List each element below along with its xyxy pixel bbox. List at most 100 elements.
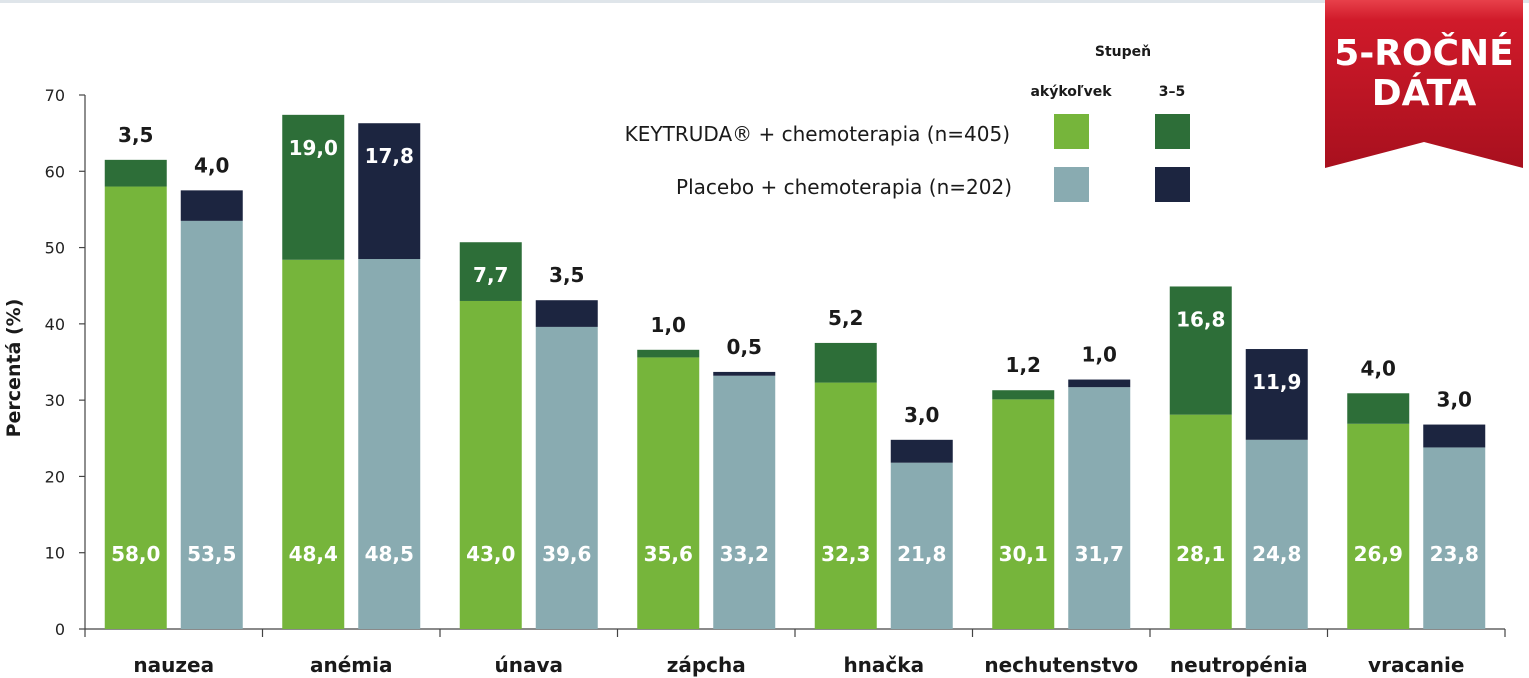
category-label: anémia <box>310 653 393 677</box>
bar-grade-3-5 <box>1245 349 1308 440</box>
axes: 0 10 20 30 40 50 60 70 nauzea anémia únava zápcha hn… <box>45 86 1506 677</box>
badge-line-1: 5-ROČNÉ <box>1334 33 1514 74</box>
category-label: únava <box>494 653 563 677</box>
legend-label-placebo: Placebo + chemoterapia (n=202) <box>676 175 1012 199</box>
any-grade-value-label: 39,6 <box>542 542 591 566</box>
bar-any-grade <box>535 326 598 629</box>
legend-header: Stupeň <box>1095 44 1151 60</box>
grade-3-5-value-label: 11,9 <box>1252 370 1301 394</box>
grade-3-5-value-label: 1,0 <box>651 313 686 337</box>
bar-any-grade <box>637 357 700 629</box>
category-label: hnačka <box>843 653 924 677</box>
bar-grade-3-5 <box>992 390 1055 400</box>
any-grade-value-label: 21,8 <box>897 542 946 566</box>
y-tick-label: 20 <box>45 467 65 486</box>
bar-any-grade <box>1169 414 1232 629</box>
legend-swatch-keytruda-severe <box>1155 114 1190 149</box>
bar-any-grade <box>1068 387 1131 629</box>
any-grade-value-label: 48,5 <box>365 542 414 566</box>
y-tick-label: 40 <box>45 315 65 334</box>
bar-grade-3-5 <box>713 371 776 376</box>
grade-3-5-value-label: 4,0 <box>1361 356 1396 380</box>
bar-any-grade <box>282 259 345 629</box>
grade-3-5-value-label: 4,0 <box>194 153 229 177</box>
any-grade-value-label: 31,7 <box>1075 542 1124 566</box>
bar-any-grade <box>180 220 243 629</box>
bar-grade-3-5 <box>1068 379 1131 388</box>
y-tick-label: 60 <box>45 162 65 181</box>
y-tick-label: 70 <box>45 86 65 105</box>
grade-3-5-value-label: 7,7 <box>473 263 508 287</box>
bar-any-grade <box>1423 447 1486 629</box>
legend-label-keytruda: KEYTRUDA® + chemoterapia (n=405) <box>625 122 1010 146</box>
legend: Stupeň akýkoľvek 3–5 KEYTRUDA® + chemote… <box>625 44 1190 202</box>
grade-3-5-value-label: 3,5 <box>549 263 584 287</box>
legend-swatch-placebo-severe <box>1155 167 1190 202</box>
bar-any-grade <box>459 300 522 629</box>
bar-any-grade <box>1347 423 1410 629</box>
any-grade-value-label: 28,1 <box>1176 542 1225 566</box>
grade-3-5-value-label: 16,8 <box>1176 307 1225 331</box>
badge-text: 5-ROČNÉ DÁTA <box>1325 34 1523 114</box>
bar-any-grade <box>358 259 421 629</box>
legend-col-any: akýkoľvek <box>1030 84 1112 100</box>
any-grade-value-label: 58,0 <box>111 542 160 566</box>
bar-grade-3-5 <box>890 439 953 463</box>
category-label: zápcha <box>667 653 746 677</box>
grade-3-5-value-label: 3,0 <box>904 403 939 427</box>
bar-any-grade <box>104 186 167 630</box>
bars <box>104 114 1486 630</box>
bar-grade-3-5 <box>535 300 598 327</box>
five-year-data-badge <box>1325 0 1523 168</box>
bar-grade-3-5 <box>1169 286 1232 415</box>
bar-labels: 58,0 3,5 53,5 4,0 48,4 19,0 48,5 17,8 43,0 7,7 39,… <box>111 123 1479 566</box>
grade-3-5-value-label: 19,0 <box>289 136 338 160</box>
any-grade-value-label: 53,5 <box>187 542 236 566</box>
any-grade-value-label: 48,4 <box>289 542 338 566</box>
legend-swatch-keytruda-any <box>1054 114 1089 149</box>
category-label: neutropénia <box>1170 653 1308 677</box>
any-grade-value-label: 23,8 <box>1430 542 1479 566</box>
grade-3-5-value-label: 0,5 <box>727 335 762 359</box>
y-axis-title: Percentá (%) <box>3 299 25 438</box>
bar-any-grade <box>814 382 877 629</box>
bar-grade-3-5 <box>282 114 345 260</box>
y-tick-label: 50 <box>45 239 65 258</box>
category-label: nauzea <box>133 653 214 677</box>
any-grade-value-label: 32,3 <box>821 542 870 566</box>
bar-any-grade <box>890 462 953 629</box>
category-label: nechutenstvo <box>984 653 1138 677</box>
bar-grade-3-5 <box>104 159 167 187</box>
legend-swatch-placebo-any <box>1054 167 1089 202</box>
grade-3-5-value-label: 17,8 <box>365 144 414 168</box>
any-grade-value-label: 43,0 <box>466 542 515 566</box>
any-grade-value-label: 26,9 <box>1354 542 1403 566</box>
any-grade-value-label: 24,8 <box>1252 542 1301 566</box>
grade-3-5-value-label: 5,2 <box>828 306 863 330</box>
legend-col-severe: 3–5 <box>1159 84 1185 100</box>
badge-line-2: DÁTA <box>1371 73 1477 114</box>
bar-any-grade <box>713 375 776 629</box>
bar-grade-3-5 <box>1347 393 1410 424</box>
grade-3-5-value-label: 1,2 <box>1006 353 1041 377</box>
any-grade-value-label: 30,1 <box>999 542 1048 566</box>
any-grade-value-label: 33,2 <box>720 542 769 566</box>
any-grade-value-label: 35,6 <box>644 542 693 566</box>
y-tick-label: 10 <box>45 544 65 563</box>
bar-any-grade <box>992 399 1055 629</box>
y-tick-label: 30 <box>45 391 65 410</box>
bar-any-grade <box>1245 439 1308 629</box>
bar-grade-3-5 <box>1423 424 1486 448</box>
bar-grade-3-5 <box>637 349 700 358</box>
bar-grade-3-5 <box>814 342 877 383</box>
grade-3-5-value-label: 3,5 <box>118 123 153 147</box>
grade-3-5-value-label: 3,0 <box>1437 388 1472 412</box>
category-label: vracanie <box>1368 653 1464 677</box>
grade-3-5-value-label: 1,0 <box>1082 343 1117 367</box>
y-tick-label: 0 <box>55 620 65 639</box>
top-rule <box>0 0 1529 3</box>
bar-grade-3-5 <box>358 123 421 260</box>
bar-grade-3-5 <box>459 242 522 301</box>
bar-grade-3-5 <box>180 190 243 221</box>
